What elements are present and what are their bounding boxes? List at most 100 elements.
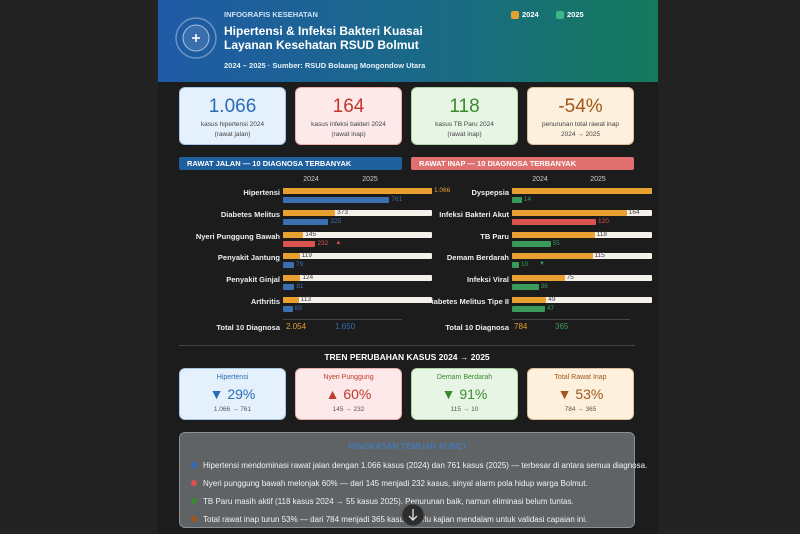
- bar: [512, 231, 595, 238]
- bar: [512, 218, 596, 225]
- total-value: 1.650: [335, 322, 356, 331]
- bar: [512, 253, 593, 260]
- stat-card: [295, 87, 402, 145]
- year-header: 2024: [303, 176, 319, 183]
- total-rule: [283, 319, 402, 320]
- row-label: Infeksi Bakteri Akut: [439, 209, 509, 219]
- stat-value: 164: [332, 96, 365, 117]
- panel-title: RAWAT JALAN — 10 DIAGNOSA TERBANYAK: [187, 159, 352, 168]
- legend-label: 2025: [567, 10, 584, 19]
- header-band: [158, 0, 658, 82]
- row-label: Infeksi Viral: [467, 275, 509, 285]
- trend-detail: 784 → 365: [564, 406, 597, 413]
- row-label: Nyeri Punggung Bawah: [195, 231, 280, 241]
- stat-card: [411, 87, 518, 145]
- stat-label: (rawat jalan): [214, 131, 251, 138]
- row-label: Penyakit Jantung: [217, 253, 280, 263]
- bar-track: [283, 253, 432, 260]
- legend-swatch: [556, 11, 564, 19]
- panel-header: [179, 157, 402, 170]
- summary-item: Hipertensi mendominasi rawat jalan denga…: [203, 461, 648, 470]
- bar: [283, 253, 300, 260]
- value-label: 118: [596, 230, 607, 238]
- total-value: 2.054: [286, 322, 307, 331]
- value-label: 79: [296, 261, 304, 269]
- value-label: 325: [330, 217, 342, 225]
- stat-label: kasus hipertensi 2024: [200, 121, 265, 128]
- bullet: [191, 516, 197, 522]
- trend-label: Demam Berdarah: [436, 374, 493, 381]
- value-label: 761: [391, 196, 403, 203]
- total-rule: [512, 319, 630, 320]
- summary-item: Total rawat inap turun 53% — dari 784 me…: [203, 515, 588, 524]
- trend-marker: ▲: [335, 239, 342, 246]
- bar-track: [512, 275, 652, 282]
- bar: [512, 297, 547, 303]
- stat-card: [179, 87, 286, 145]
- panel-header: [411, 157, 634, 170]
- row-label: Dyspepsia: [471, 188, 509, 197]
- trend-card: [527, 368, 634, 420]
- total-label: Total 10 Diagnosa: [445, 323, 509, 332]
- value-label: 75: [566, 274, 574, 282]
- bar: [512, 262, 519, 269]
- scroll-down-button[interactable]: [401, 503, 425, 527]
- total-value: 784: [514, 322, 528, 331]
- row-label: Hipertensi: [243, 188, 280, 197]
- bar: [283, 306, 293, 312]
- bullet: [191, 462, 197, 468]
- trend-label: Total Rawat Inap: [554, 374, 607, 381]
- value-label: 232: [317, 239, 329, 247]
- stat-value: -54%: [558, 96, 603, 117]
- summary-item: TB Paru masih aktif (118 kasus 2024 → 55…: [203, 497, 574, 506]
- value-label: 145: [305, 230, 317, 238]
- value-label: 115: [594, 252, 605, 260]
- year-header: 2024: [532, 176, 548, 183]
- summary-item: Nyeri punggung bawah melonjak 60% — dari…: [203, 479, 588, 488]
- trend-detail: 1.066 → 761: [213, 406, 252, 413]
- total-label: Total 10 Diagnosa: [216, 323, 280, 332]
- legend-swatch: [511, 11, 519, 19]
- stat-label: (rawat inap): [447, 131, 482, 138]
- value-label: 81: [296, 283, 304, 291]
- trend-change: ▲ 60%: [325, 386, 372, 402]
- trend-card: [295, 368, 402, 420]
- value-label: 69: [294, 305, 302, 312]
- value-label: 119: [301, 252, 312, 260]
- value-label: 14: [523, 196, 532, 203]
- bar-track: [283, 209, 432, 216]
- panel-title: RAWAT INAP — 10 DIAGNOSA TERBANYAK: [419, 159, 577, 168]
- bar-track: [283, 297, 432, 303]
- stat-label: kasus infeksi bakteri 2024: [311, 121, 386, 128]
- header-kicker: INFOGRAFIS KESEHATAN: [224, 10, 318, 19]
- row-label: Arthritis: [250, 297, 280, 306]
- bar: [512, 197, 522, 203]
- trend-card: [179, 368, 286, 420]
- row-label: Diabetes Melitus Tipe II: [432, 297, 509, 306]
- bar: [283, 284, 295, 291]
- bar: [283, 218, 329, 225]
- bar-track: [283, 275, 432, 282]
- legend-label: 2024: [522, 10, 539, 19]
- value-label: 164: [628, 208, 640, 216]
- stat-label: kasus TB Paru 2024: [435, 121, 494, 128]
- trend-title: TREN PERUBAHAN KASUS 2024 → 2025: [324, 352, 490, 362]
- stat-label: (rawat inap): [331, 131, 366, 138]
- trend-detail: 145 → 232: [332, 406, 365, 413]
- bar-track: [283, 231, 432, 238]
- bar: [283, 209, 336, 216]
- bar: [283, 231, 304, 238]
- bar: [512, 306, 545, 312]
- header-title: Hipertensi & Infeksi Bakteri Kuasai: [224, 24, 423, 38]
- trend-detail: 115 → 10: [450, 406, 479, 413]
- total-value: 365: [555, 322, 569, 331]
- bar: [283, 262, 295, 269]
- bar: [283, 188, 432, 194]
- trend-rule: [179, 345, 635, 346]
- trend-label: Nyeri Punggung: [323, 374, 374, 381]
- header-icon: [175, 17, 217, 59]
- stat-value: 118: [449, 96, 480, 117]
- trend-card: [411, 368, 518, 420]
- bar: [512, 188, 652, 194]
